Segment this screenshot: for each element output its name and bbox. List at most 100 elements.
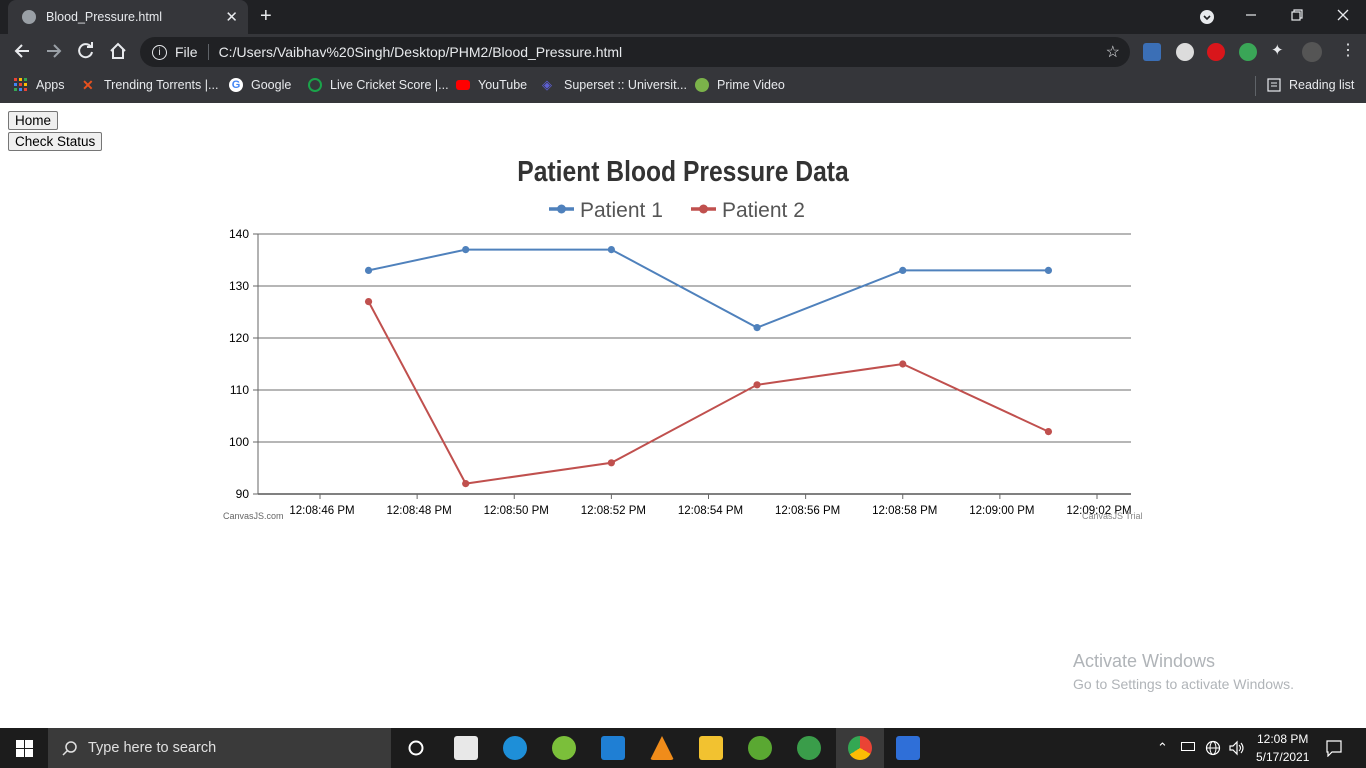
windows-taskbar: Type here to search ⌃ 12:08 PM 5/17/2021 [0, 728, 1366, 768]
home-icon[interactable] [108, 41, 128, 61]
gridlines [257, 233, 1131, 495]
vlc-icon[interactable] [650, 736, 674, 760]
data-point-patient-2 [1044, 428, 1053, 436]
bookmark-label: Live Cricket Score |... [330, 78, 449, 92]
reload-icon[interactable] [76, 41, 96, 61]
extensions-puzzle-icon[interactable]: ✦ [1271, 42, 1284, 59]
edge-icon[interactable] [503, 736, 527, 760]
data-point-patient-2 [753, 381, 761, 389]
bookmark-google[interactable]: G Google [229, 78, 291, 92]
home-button[interactable]: Home [8, 111, 59, 130]
task-view-icon[interactable] [404, 736, 428, 760]
extension-gauge-icon[interactable] [1176, 43, 1194, 61]
legend-marker-icon [699, 204, 708, 214]
y-tick-label: 100 [229, 435, 249, 449]
bookmark-trending-torrents[interactable]: ✕ Trending Torrents |... [82, 78, 218, 92]
profile-menu-icon[interactable] [1199, 9, 1215, 25]
x-tick-label: 12:08:52 PM [581, 505, 646, 517]
clock-date[interactable]: 5/17/2021 [1256, 750, 1310, 764]
extension-a-icon[interactable] [1143, 43, 1161, 61]
mail-icon[interactable] [601, 736, 625, 760]
chart-legend: Patient 1 Patient 2 [549, 199, 805, 222]
file-explorer-icon[interactable] [699, 736, 723, 760]
bookmarks-divider [1255, 76, 1256, 96]
volume-icon[interactable] [1228, 740, 1246, 756]
bookmark-label: Prime Video [717, 78, 785, 92]
chart-title: Patient Blood Pressure Data [517, 155, 849, 187]
x-tick-label: 12:08:48 PM [387, 505, 452, 517]
network-globe-icon[interactable] [1205, 740, 1221, 756]
x-tick-label: 12:08:50 PM [484, 505, 549, 517]
bookmark-star-icon[interactable]: ☆ [1105, 44, 1120, 61]
reading-list-button[interactable]: Reading list [1267, 78, 1354, 92]
check-status-button[interactable]: Check Status [8, 132, 103, 151]
battery-icon[interactable] [1181, 742, 1195, 751]
notifications-icon[interactable] [1325, 739, 1343, 757]
x-tick-label: 12:08:54 PM [678, 505, 743, 517]
apps-grid-icon [14, 78, 27, 91]
profile-avatar[interactable] [1302, 42, 1322, 62]
chrome-icon[interactable] [848, 736, 872, 760]
y-tick-label: 110 [230, 383, 249, 397]
tab-blood-pressure[interactable]: Blood_Pressure.html ✕ [8, 0, 248, 34]
bookmark-label: Trending Torrents |... [104, 78, 219, 92]
site-info-icon[interactable]: i [152, 44, 167, 60]
x-tick-label: 12:08:58 PM [872, 505, 937, 517]
bookmark-superset[interactable]: ◈ Superset :: Universit... [542, 77, 687, 93]
forward-arrow-icon[interactable] [44, 41, 64, 61]
data-point-patient-1 [753, 324, 761, 332]
bookmarks-bar: Apps ✕ Trending Torrents |... G Google L… [0, 70, 1366, 103]
y-tick-label: 140 [229, 227, 249, 241]
data-point-patient-1 [462, 246, 470, 254]
omnibox-divider [207, 44, 209, 60]
extension-adblock-icon[interactable] [1207, 43, 1225, 61]
address-bar[interactable]: i File C:/Users/Vaibhav%20Singh/Desktop/… [140, 37, 1130, 67]
bookmark-label: Superset :: Universit... [564, 78, 687, 92]
data-point-patient-1 [1044, 266, 1053, 274]
y-tick-label: 120 [229, 331, 249, 345]
bookmark-prime-video[interactable]: Prime Video [695, 78, 785, 92]
activate-windows-watermark: Activate Windows Go to Settings to activ… [1073, 651, 1294, 692]
show-hidden-icons-icon[interactable]: ⌃ [1157, 740, 1168, 755]
close-window-icon[interactable] [1336, 8, 1350, 22]
wps-icon[interactable] [896, 736, 920, 760]
prime-video-icon [695, 78, 709, 92]
restore-icon[interactable] [1290, 8, 1304, 22]
x-axis-ticks: 12:08:46 PM 12:08:48 PM 12:08:50 PM 12:08:5… [289, 494, 1132, 517]
minimize-icon[interactable] [1244, 10, 1258, 24]
bookmark-live-cricket[interactable]: Live Cricket Score |... [308, 78, 449, 92]
reading-list-icon [1267, 78, 1281, 92]
bookmark-youtube[interactable]: YouTube [456, 78, 527, 92]
bookmark-label: YouTube [478, 78, 528, 92]
bookmark-apps[interactable]: Apps [14, 78, 65, 92]
x-icon: ✕ [82, 77, 94, 93]
chart-credit-right: CanvasJS Trial [1082, 511, 1143, 521]
watermark-line2: Go to Settings to activate Windows. [1073, 676, 1294, 692]
search-placeholder: Type here to search [88, 740, 217, 756]
youtube-icon [456, 80, 470, 90]
earth-app-icon[interactable] [797, 736, 821, 760]
close-tab-icon[interactable]: ✕ [225, 9, 238, 26]
blood-pressure-chart: Patient Blood Pressure Data Patient 1 Pat… [223, 155, 1143, 521]
taskbar-search-box[interactable]: Type here to search [48, 728, 391, 768]
clock-time[interactable]: 12:08 PM [1257, 732, 1309, 746]
superset-icon: ◈ [542, 77, 552, 92]
series-line-patient-1 [368, 248, 1049, 329]
address-text[interactable]: C:/Users/Vaibhav%20Singh/Desktop/PHM2/Bl… [218, 44, 623, 60]
store-icon[interactable] [454, 736, 478, 760]
browser-toolbar: i File C:/Users/Vaibhav%20Singh/Desktop/… [0, 34, 1366, 70]
more-menu-icon[interactable]: ⋮ [1340, 42, 1356, 59]
data-point-patient-2 [462, 480, 470, 488]
globe-icon [22, 10, 36, 24]
data-point-patient-1 [364, 266, 373, 274]
extension-earth-icon[interactable] [1239, 43, 1257, 61]
search-icon [62, 741, 77, 756]
utorrent-icon[interactable] [552, 736, 576, 760]
y-tick-label: 90 [236, 487, 250, 501]
windows-start-icon[interactable] [16, 740, 33, 757]
data-point-patient-1 [607, 246, 615, 254]
browser-tab-bar: Blood_Pressure.html ✕ + [0, 0, 1366, 34]
back-arrow-icon[interactable] [12, 41, 32, 61]
spring-icon[interactable] [748, 736, 772, 760]
new-tab-button[interactable]: + [260, 5, 272, 27]
